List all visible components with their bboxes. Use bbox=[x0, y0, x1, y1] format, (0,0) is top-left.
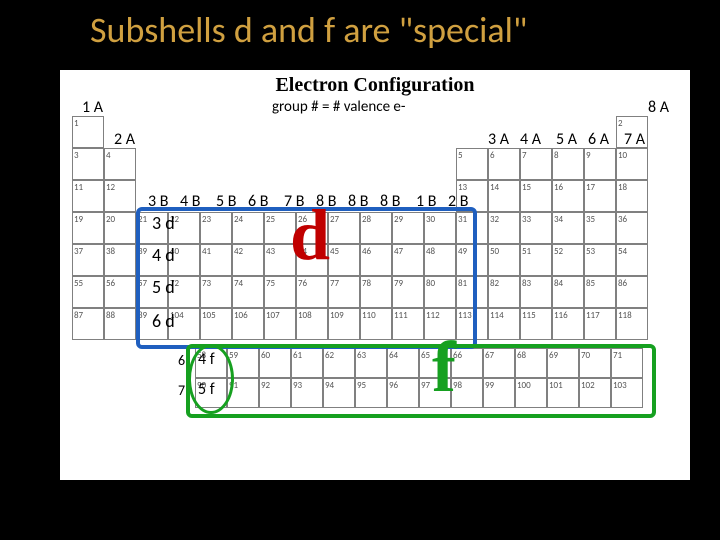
label-4d: 4 d bbox=[152, 244, 175, 266]
element-cell: 116 bbox=[552, 308, 584, 340]
f-period-6: 6 bbox=[178, 352, 185, 369]
label-5d: 5 d bbox=[152, 276, 175, 298]
element-cell: 37 bbox=[72, 244, 104, 276]
element-cell: 16 bbox=[552, 180, 584, 212]
element-cell: 83 bbox=[520, 276, 552, 308]
element-cell: 4 bbox=[104, 148, 136, 180]
period-tick: 5 bbox=[50, 250, 57, 265]
element-cell: 56 bbox=[104, 276, 136, 308]
element-cell: 9 bbox=[584, 148, 616, 180]
period-tick: 1 bbox=[50, 122, 57, 137]
element-cell: 55 bbox=[72, 276, 104, 308]
element-cell: 14 bbox=[488, 180, 520, 212]
element-cell: 52 bbox=[552, 244, 584, 276]
group-6a: 6 A bbox=[588, 130, 609, 149]
ec-title: Electron Configuration bbox=[60, 74, 690, 97]
element-cell: 8 bbox=[552, 148, 584, 180]
element-cell: 3 bbox=[72, 148, 104, 180]
label-4f: 4 f bbox=[198, 350, 215, 369]
element-cell: 51 bbox=[520, 244, 552, 276]
period-tick: 2 bbox=[50, 154, 57, 169]
element-cell: 87 bbox=[72, 308, 104, 340]
element-cell: 85 bbox=[584, 276, 616, 308]
f-block-outline bbox=[186, 344, 656, 418]
label-3d: 3 d bbox=[152, 212, 175, 234]
element-cell: 33 bbox=[520, 212, 552, 244]
element-cell: 5 bbox=[456, 148, 488, 180]
period-tick: 3 bbox=[50, 186, 57, 201]
element-cell: 50 bbox=[488, 244, 520, 276]
element-cell: 82 bbox=[488, 276, 520, 308]
page-title: Subshells d and f are "special" bbox=[90, 8, 527, 52]
element-cell: 84 bbox=[552, 276, 584, 308]
label-5f: 5 f bbox=[198, 380, 215, 399]
element-cell: 36 bbox=[616, 212, 648, 244]
element-cell: 10 bbox=[616, 148, 648, 180]
element-cell: 19 bbox=[72, 212, 104, 244]
element-cell: 117 bbox=[584, 308, 616, 340]
element-cell: 12 bbox=[104, 180, 136, 212]
period-axis-label: period # = # e- shells bbox=[38, 81, 55, 200]
period-tick: 6 bbox=[50, 282, 57, 297]
label-6d: 6 d bbox=[152, 310, 175, 332]
element-cell: 54 bbox=[616, 244, 648, 276]
d-letter: d bbox=[290, 194, 330, 277]
group-note: group # = # valence e- bbox=[272, 98, 405, 116]
period-axis-text: period # = # e- shells bbox=[38, 81, 55, 200]
element-cell: 86 bbox=[616, 276, 648, 308]
group-5a: 5 A bbox=[556, 130, 577, 149]
element-cell: 17 bbox=[584, 180, 616, 212]
element-cell: 114 bbox=[488, 308, 520, 340]
element-cell: 15 bbox=[520, 180, 552, 212]
group-1a: 1 A bbox=[82, 98, 103, 117]
element-cell: 11 bbox=[72, 180, 104, 212]
group-8a: 8 A bbox=[648, 98, 669, 117]
period-tick: 4 bbox=[50, 218, 57, 233]
f-period-7: 7 bbox=[178, 382, 185, 399]
group-2a: 2 A bbox=[114, 130, 135, 149]
element-cell: 32 bbox=[488, 212, 520, 244]
element-cell: 35 bbox=[584, 212, 616, 244]
group-3a: 3 A bbox=[488, 130, 509, 149]
element-cell: 7 bbox=[520, 148, 552, 180]
element-cell: 34 bbox=[552, 212, 584, 244]
element-cell: 115 bbox=[520, 308, 552, 340]
period-tick: 7 bbox=[50, 314, 57, 329]
element-cell: 88 bbox=[104, 308, 136, 340]
element-cell: 38 bbox=[104, 244, 136, 276]
element-cell: 20 bbox=[104, 212, 136, 244]
f-letter: f bbox=[432, 326, 456, 409]
group-7a: 7 A bbox=[624, 130, 645, 149]
element-cell: 53 bbox=[584, 244, 616, 276]
group-4a: 4 A bbox=[520, 130, 541, 149]
element-cell: 118 bbox=[616, 308, 648, 340]
element-cell: 1 bbox=[72, 116, 104, 148]
element-cell: 6 bbox=[488, 148, 520, 180]
element-cell: 18 bbox=[616, 180, 648, 212]
